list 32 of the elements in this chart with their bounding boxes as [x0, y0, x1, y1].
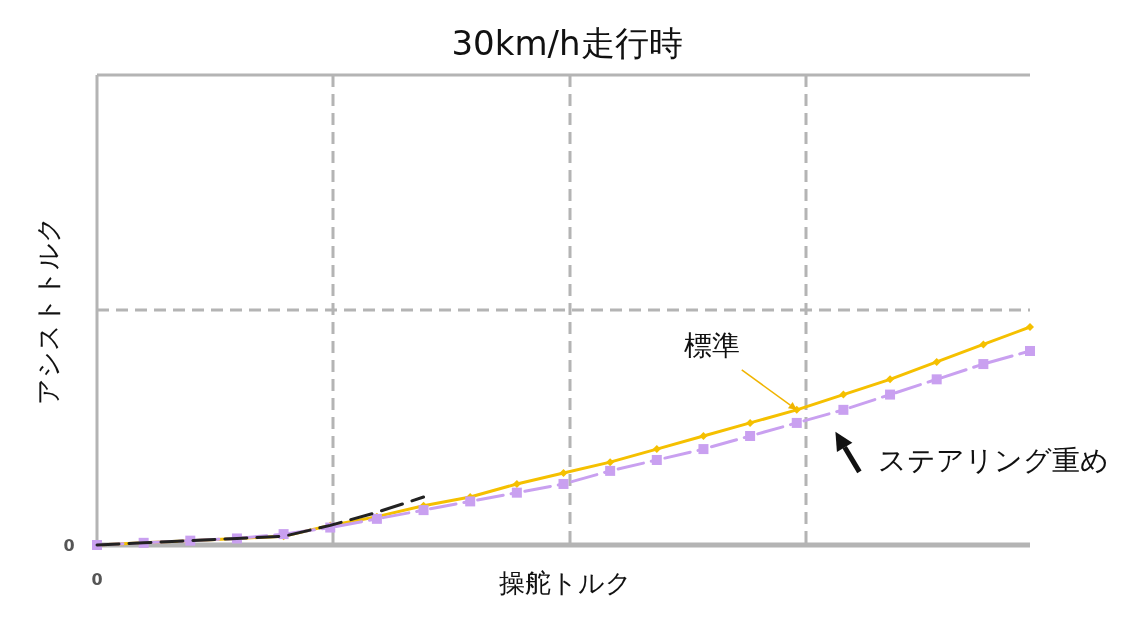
point [698, 444, 709, 455]
text: 0 [63, 536, 75, 555]
point [1025, 345, 1035, 356]
point [605, 465, 616, 476]
point [885, 389, 896, 400]
point [931, 374, 942, 385]
point [465, 496, 476, 507]
point [651, 454, 662, 465]
point [699, 432, 708, 440]
point [559, 469, 568, 478]
point [418, 505, 429, 516]
point [979, 340, 988, 349]
point [838, 404, 849, 415]
point [652, 445, 661, 454]
point [512, 479, 521, 488]
point [746, 418, 755, 427]
point [511, 487, 522, 498]
point [1026, 323, 1034, 331]
point [978, 359, 989, 370]
point [558, 478, 569, 489]
point [791, 417, 802, 428]
x-axis-title: 操舵トルク [498, 568, 632, 598]
point [745, 431, 756, 441]
series-label: ステアリング重め [877, 443, 1109, 477]
text: 0 [91, 570, 103, 589]
chart-title: 30km/h走行時 [451, 23, 683, 63]
point [606, 458, 615, 467]
y-axis-title: アシストトルク [33, 215, 63, 405]
point [839, 390, 848, 399]
point [932, 357, 941, 366]
point [886, 375, 895, 384]
text: 標準 [683, 328, 740, 362]
